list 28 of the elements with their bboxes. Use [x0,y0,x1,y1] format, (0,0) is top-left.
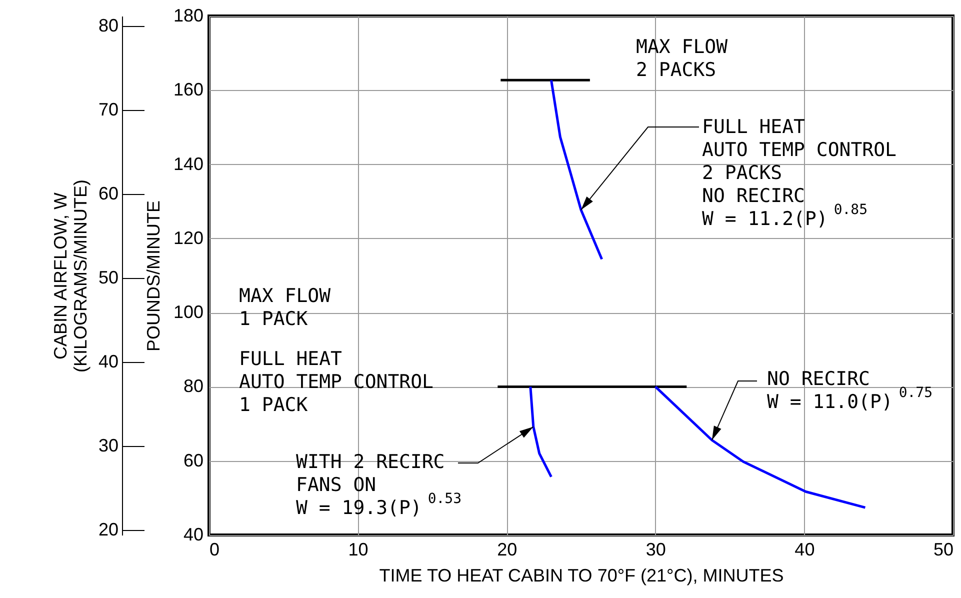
line-series [550,78,604,260]
x-tick-label: 30 [646,540,666,560]
y2-tick-label: 70 [98,100,118,120]
y2-tick-label: 40 [98,352,118,372]
x-tick-label: 20 [497,540,518,560]
y2-tick-label: 50 [98,268,118,288]
y-axis-title: POUNDS/MINUTE [143,200,164,352]
y-tick-label: 140 [173,154,204,174]
y2-tick-label: 80 [98,16,118,36]
annotation: MAX FLOW 1 PACK [239,285,332,330]
y-tick-label: 160 [173,80,204,100]
x-tick-label: 10 [348,540,368,560]
y2-tick-label: 60 [98,184,118,204]
x-axis-title: TIME TO HEAT CABIN TO 70°F (21°C), MINUTES [379,566,784,586]
y-tick-label: 120 [173,228,204,248]
x-tick-label: 0 [210,540,220,560]
y-tick-label: 60 [183,450,204,470]
y-tick-label: 40 [183,524,204,544]
y-tick-label: 180 [173,6,204,26]
y2-axis-title: CABIN AIRFLOW, W (KILOGRAMS/MINUTE) [50,179,90,373]
annotation: MAX FLOW 2 PACKS [636,36,728,81]
y-tick-label: 100 [173,302,204,322]
x-tick-label: 50 [933,540,954,560]
y-tick-label: 80 [183,376,204,396]
x-tick-label: 40 [794,540,815,560]
y2-tick-label: 20 [98,519,118,540]
y2-tick-label: 30 [98,435,118,456]
annotation: FULL HEAT AUTO TEMP CONTROL 1 PACK [239,348,434,416]
